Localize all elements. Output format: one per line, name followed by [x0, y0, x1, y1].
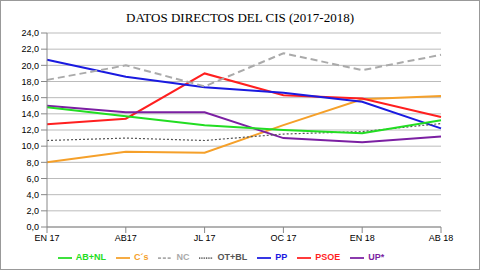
- html-text:NC: NC: [176, 252, 190, 263]
- svg-text:14,0: 14,0: [21, 109, 39, 119]
- svg-text:EN 17: EN 17: [34, 233, 59, 243]
- svg-text:6,0: 6,0: [26, 174, 39, 184]
- svg-text:4,0: 4,0: [26, 190, 39, 200]
- html-text:OT+BL: OT+BL: [217, 252, 248, 263]
- svg-text:10,0: 10,0: [21, 141, 39, 151]
- svg-text:0,0: 0,0: [26, 222, 39, 232]
- html-text:AB+NL: AB+NL: [75, 252, 106, 263]
- svg-text:EN 18: EN 18: [350, 233, 375, 243]
- svg-text:12,0: 12,0: [21, 125, 39, 135]
- svg-text:AB 18: AB 18: [429, 233, 454, 243]
- svg-text:8,0: 8,0: [26, 158, 39, 168]
- svg-text:16,0: 16,0: [21, 93, 39, 103]
- svg-text:22,0: 22,0: [21, 44, 39, 54]
- svg-text:OC 17: OC 17: [270, 233, 296, 243]
- svg-text:AB17: AB17: [115, 233, 137, 243]
- svg-text:20,0: 20,0: [21, 61, 39, 71]
- svg-text:JL 17: JL 17: [194, 233, 216, 243]
- html-text:C´s: C´s: [134, 252, 149, 263]
- svg-text:24,0: 24,0: [21, 28, 39, 38]
- html-text:UP*: UP*: [368, 252, 385, 263]
- html-text:DATOS DIRECTOS DEL CIS (2017-2: DATOS DIRECTOS DEL CIS (2017-2018): [126, 10, 354, 25]
- html-text:PP: PP: [275, 252, 288, 263]
- svg-text:18,0: 18,0: [21, 77, 39, 87]
- svg-text:2,0: 2,0: [26, 206, 39, 216]
- html-text:PSOE: PSOE: [315, 252, 341, 263]
